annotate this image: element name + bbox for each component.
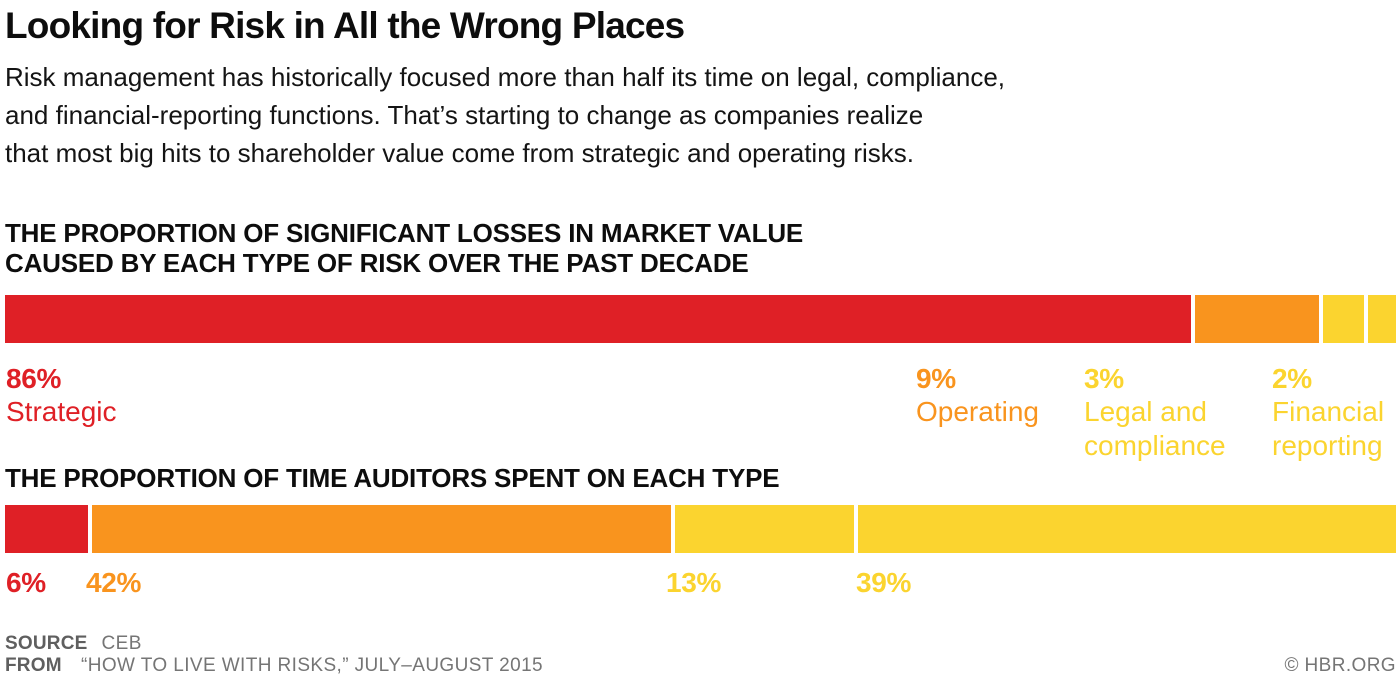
source-row: SOURCE CEB [5,633,1396,655]
chart-losses-title: THE PROPORTION OF SIGNIFICANT LOSSES IN … [5,218,1396,278]
bar-segment-strategic [5,505,88,553]
chart-losses: THE PROPORTION OF SIGNIFICANT LOSSES IN … [5,218,1396,463]
from-label: FROM [5,655,62,676]
from-value: “HOW TO LIVE WITH RISKS,” JULY–AUGUST 20… [81,655,544,676]
chart-title-line: THE PROPORTION OF TIME AUDITORS SPENT ON… [5,463,780,493]
chart-title-line: THE PROPORTION OF SIGNIFICANT LOSSES IN … [5,218,804,248]
chart-losses-labels: 86% Strategic 9% Operating 3% Legal and compli… [5,363,1396,463]
bar-label-strategic: 6% [6,567,46,599]
bar-label-legal-and-compliance: 3% Legal and compliance [1084,363,1226,463]
value-label: 13% [666,567,722,598]
hbr-credit: © HBR.ORG [1284,655,1396,676]
bar-segment-operating [91,505,671,553]
bar-segment-strategic [5,295,1191,343]
subtitle-line: Risk management has historically focused… [5,62,1006,92]
bar-segment-legal-and-compliance [1323,295,1365,343]
value-label: 42% [86,567,142,598]
category-label-line: Legal and [1084,396,1208,427]
subtitle-line: and financial-reporting functions. That’… [5,100,924,130]
from-row: FROM “HOW TO LIVE WITH RISKS,” JULY–AUGU… [5,655,1396,677]
category-label-line: Operating [916,396,1039,427]
source-value: CEB [101,633,142,654]
chart-auditor-time-title: THE PROPORTION OF TIME AUDITORS SPENT ON… [5,463,1396,493]
category-label-line: reporting [1272,430,1383,461]
bar-label-operating: 42% [86,567,141,599]
value-label: 86% [6,363,62,394]
bar-label-strategic: 86% Strategic [6,363,117,429]
page-title: Looking for Risk in All the Wrong Places [5,5,685,46]
page-subtitle: Risk management has historically focused… [5,58,1396,172]
chart-auditor-time-bar [5,505,1396,553]
source-label: SOURCE [5,633,88,654]
from-group: FROM “HOW TO LIVE WITH RISKS,” JULY–AUGU… [5,655,543,677]
bar-label-financial-reporting: 39% [856,567,911,599]
footer: SOURCE CEB FROM “HOW TO LIVE WITH RISKS,… [5,633,1396,677]
chart-auditor-time-labels: 6% 42% 13% 39% [5,567,1396,599]
bar-segment-operating [1194,295,1320,343]
category-label-line: Strategic [6,396,117,427]
chart-title-line: CAUSED BY EACH TYPE OF RISK OVER THE PAS… [5,248,749,278]
category-label-line: Financial [1272,396,1385,427]
value-label: 9% [916,363,956,394]
chart-losses-bar [5,295,1396,343]
value-label: 6% [6,567,46,598]
bar-label-legal-and-compliance: 13% [666,567,721,599]
value-label: 3% [1084,363,1124,394]
chart-auditor-time: THE PROPORTION OF TIME AUDITORS SPENT ON… [5,463,1396,599]
bar-label-operating: 9% Operating [916,363,1039,429]
category-label-line: compliance [1084,430,1226,461]
bar-segment-financial-reporting [1368,295,1396,343]
value-label: 2% [1272,363,1312,394]
subtitle-line: that most big hits to shareholder value … [5,138,914,168]
bar-label-financial-reporting: 2% Financial reporting [1272,363,1384,463]
bar-segment-legal-and-compliance [674,505,855,553]
bar-segment-financial-reporting [858,505,1396,553]
value-label: 39% [856,567,912,598]
